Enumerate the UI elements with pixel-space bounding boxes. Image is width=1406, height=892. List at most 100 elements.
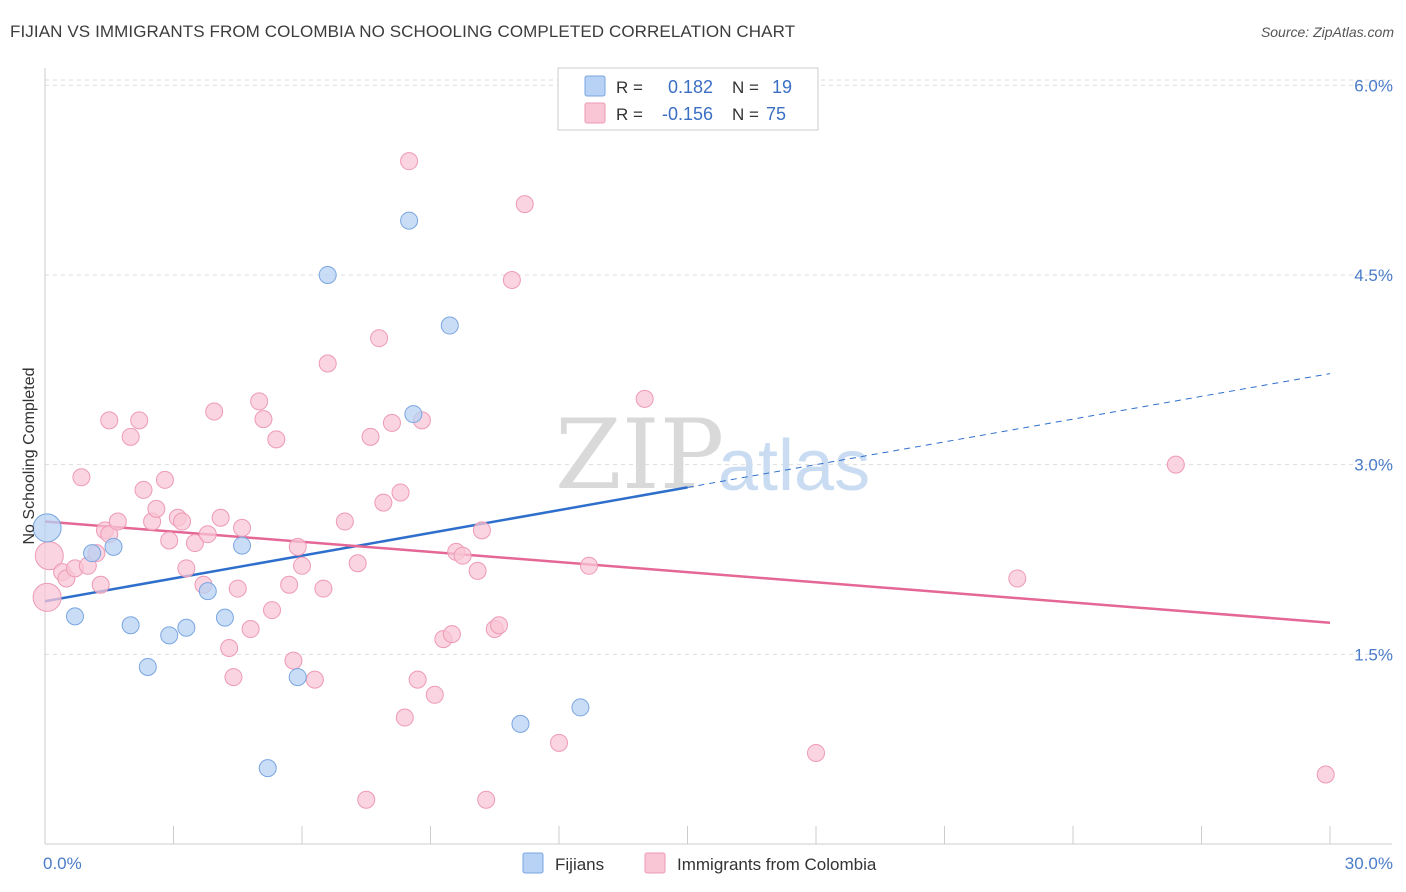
legend-r-value-2: -0.156	[662, 104, 713, 124]
point-colombia-43	[318, 354, 337, 373]
point-fijians-8	[198, 582, 217, 601]
y-axis-label: No Schooling Completed	[21, 368, 38, 545]
point-colombia-26	[205, 402, 224, 421]
point-colombia-25	[198, 525, 217, 544]
point-colombia-60	[453, 546, 472, 565]
point-colombia-48	[370, 329, 389, 348]
point-colombia-73	[1166, 455, 1185, 474]
point-colombia-40	[293, 556, 311, 575]
legend-swatch-fijians	[584, 75, 606, 97]
point-colombia-65	[490, 616, 509, 635]
point-colombia-29	[224, 668, 243, 687]
point-fijians-1	[65, 607, 84, 626]
point-fijians-9	[215, 608, 234, 627]
point-colombia-21	[173, 512, 192, 531]
point-fijians-0	[32, 513, 62, 543]
series-legend-swatch-fijians	[522, 852, 544, 874]
point-colombia-17	[147, 499, 166, 518]
point-colombia-5	[72, 468, 91, 487]
point-colombia-45	[348, 554, 367, 573]
point-fijians-17	[511, 714, 530, 733]
point-colombia-69	[579, 556, 598, 575]
point-fijians-11	[258, 759, 277, 778]
legend-n-label-1: N =	[732, 78, 759, 97]
point-colombia-58	[442, 625, 461, 644]
x-tick-label-1: 30.0%	[1345, 854, 1393, 873]
point-colombia-32	[241, 620, 260, 639]
point-colombia-72	[1008, 569, 1027, 588]
point-colombia-70	[635, 389, 654, 408]
point-colombia-38	[284, 651, 303, 670]
point-colombia-74	[1316, 765, 1335, 784]
point-fijians-5	[138, 657, 157, 676]
x-tick-label-0: 0.0%	[43, 854, 82, 873]
point-colombia-44	[335, 512, 354, 531]
legend-n-value-2: 75	[766, 104, 786, 124]
point-colombia-62	[472, 521, 491, 540]
point-colombia-19	[160, 531, 179, 550]
point-colombia-50	[382, 413, 401, 432]
legend-n-label-2: N =	[732, 105, 759, 124]
point-colombia-0	[32, 582, 62, 612]
point-fijians-7	[177, 618, 196, 637]
point-colombia-52	[395, 708, 414, 727]
point-fijians-2	[83, 544, 102, 563]
y-tick-label-2: 4.5%	[1354, 266, 1393, 285]
point-colombia-66	[502, 271, 521, 290]
point-colombia-28	[220, 639, 239, 657]
point-colombia-68	[550, 733, 568, 752]
point-colombia-51	[391, 483, 410, 502]
point-colombia-36	[267, 430, 286, 449]
point-colombia-11	[100, 411, 119, 430]
point-fijians-15	[400, 211, 419, 230]
y-tick-label-1: 3.0%	[1354, 456, 1393, 475]
legend-r-label-1: R =	[616, 78, 643, 97]
point-colombia-46	[357, 790, 376, 809]
point-fijians-13	[318, 265, 337, 284]
point-colombia-37	[280, 575, 299, 594]
source-credit: Source: ZipAtlas.com	[1260, 24, 1394, 40]
point-colombia-42	[314, 579, 333, 598]
axes	[44, 68, 1392, 845]
point-colombia-53	[400, 152, 419, 171]
y-tick-labels: 1.5% 3.0% 4.5% 6.0%	[1354, 76, 1393, 664]
point-colombia-23	[185, 534, 204, 553]
series-legend-fijians: Fijians	[555, 855, 604, 874]
point-colombia-41	[305, 670, 324, 689]
data-points	[32, 152, 1335, 809]
point-colombia-67	[515, 195, 534, 214]
y-tick-label-0: 1.5%	[1354, 645, 1393, 664]
point-fijians-16	[440, 316, 459, 335]
point-colombia-14	[130, 411, 149, 430]
point-colombia-27	[211, 508, 230, 527]
point-fijians-18	[571, 698, 590, 717]
point-fijians-4	[121, 616, 140, 635]
point-colombia-18	[155, 470, 174, 489]
point-fijians-3	[104, 537, 123, 556]
x-tick-labels: 0.0% 30.0%	[43, 854, 1393, 873]
legend-r-value-1: 0.182	[668, 77, 713, 97]
trend-line-fijians-extrapolated	[687, 373, 1331, 488]
point-fijians-10	[233, 536, 252, 555]
watermark: ZIP atlas	[555, 399, 870, 511]
point-colombia-54	[408, 670, 427, 689]
point-fijians-14	[404, 405, 423, 424]
legend-swatch-colombia	[584, 102, 606, 124]
point-colombia-61	[468, 561, 487, 580]
point-colombia-47	[361, 427, 380, 446]
grid-lines	[45, 79, 1392, 655]
series-legend-swatch-colombia	[644, 852, 666, 874]
point-colombia-15	[134, 480, 153, 499]
point-colombia-8	[91, 575, 110, 594]
trend-line-fijians	[44, 486, 688, 603]
watermark-zip: ZIP	[555, 399, 724, 511]
legend-n-value-1: 19	[772, 77, 792, 97]
point-colombia-30	[228, 579, 247, 598]
point-fijians-12	[288, 668, 307, 687]
stats-legend: R = 0.182 N = 19 R = -0.156 N = 75	[557, 67, 819, 131]
series-legend: Fijians Immigrants from Colombia	[522, 852, 877, 874]
legend-r-label-2: R =	[616, 105, 643, 124]
point-colombia-71	[807, 743, 825, 762]
point-colombia-13	[121, 427, 140, 446]
